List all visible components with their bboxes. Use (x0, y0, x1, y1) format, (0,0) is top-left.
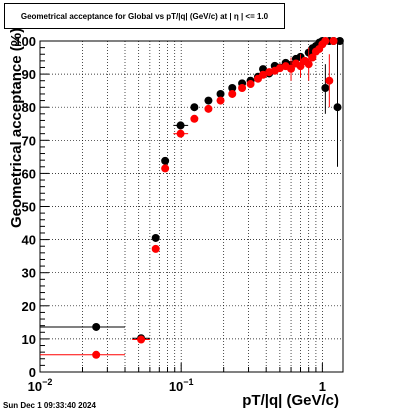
data-point (333, 103, 342, 112)
x-axis-title: pT/|q| (GeV/c) (242, 392, 339, 409)
data-point (228, 89, 237, 98)
y-tick-label: 40 (22, 233, 36, 248)
data-series (40, 37, 344, 359)
y-tick-label: 80 (22, 100, 36, 115)
data-point (176, 129, 185, 138)
data-point (190, 114, 199, 123)
data-point (92, 322, 101, 331)
x-tick-label: 10−1 (169, 377, 194, 394)
data-point (176, 121, 185, 130)
data-point (216, 96, 225, 105)
chart-title: Geometrical acceptance for Global vs pT/… (20, 11, 269, 21)
y-tick-label: 60 (22, 166, 36, 181)
data-point (321, 37, 330, 45)
data-point (92, 350, 101, 359)
data-point (151, 244, 160, 253)
grid-lines (39, 40, 343, 373)
y-tick-label: 10 (22, 332, 36, 347)
y-tick-label: 30 (22, 266, 36, 281)
y-tick-label: 90 (22, 67, 36, 82)
series-0 (40, 37, 344, 343)
data-point (321, 84, 330, 93)
axes (39, 40, 344, 373)
y-tick-label: 0 (29, 365, 36, 380)
data-point (287, 64, 296, 73)
data-point (325, 76, 334, 85)
data-point (216, 89, 225, 98)
data-point (335, 37, 344, 45)
data-point (304, 60, 313, 69)
data-point (204, 96, 213, 105)
data-point (238, 84, 247, 93)
data-point (308, 53, 317, 62)
series-1 (40, 37, 338, 359)
data-point (259, 70, 268, 79)
data-point (329, 37, 338, 45)
chart-title-box: Geometrical acceptance for Global vs pT/… (4, 3, 285, 29)
data-point (137, 335, 146, 344)
y-axis-title: Geometrical acceptance (%) (8, 28, 25, 228)
data-point (151, 233, 160, 242)
data-point (246, 80, 255, 89)
x-tick-label: 10−2 (28, 377, 53, 394)
data-point (190, 103, 199, 112)
y-tick-label: 100 (14, 34, 36, 49)
y-tick-label: 20 (22, 299, 36, 314)
tick-labels: 0 10 20 30 40 50 60 70 80 90 100 10−2 10−1 1 (14, 34, 326, 394)
data-point (204, 104, 213, 113)
timestamp: Sun Dec 1 09:33:40 2024 (3, 401, 96, 410)
y-tick-label: 70 (22, 133, 36, 148)
data-point (228, 84, 237, 93)
data-point (259, 65, 268, 74)
data-point (161, 164, 170, 173)
data-point (161, 156, 170, 165)
y-tick-label: 50 (22, 200, 36, 215)
x-tick-label: 1 (319, 379, 326, 394)
